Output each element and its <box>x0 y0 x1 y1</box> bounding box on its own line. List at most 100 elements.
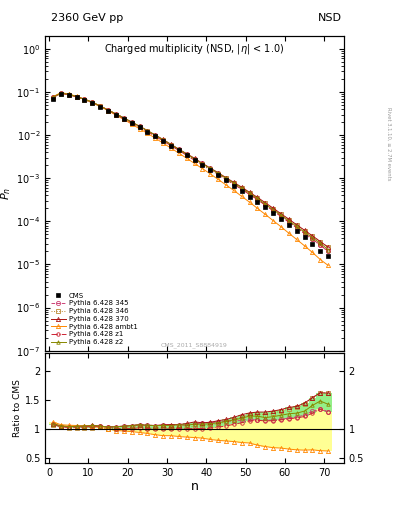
Pythia 6.428 345 <box>231 180 236 186</box>
Pythia 6.428 ambt1 <box>302 243 307 249</box>
CMS <box>263 204 268 210</box>
Pythia 6.428 z2 <box>271 206 275 212</box>
Pythia 6.428 370 <box>74 94 79 100</box>
Pythia 6.428 z1 <box>294 225 299 231</box>
Pythia 6.428 ambt1 <box>153 135 158 141</box>
Pythia 6.428 370 <box>224 175 228 181</box>
Pythia 6.428 ambt1 <box>74 93 79 99</box>
Pythia 6.428 370 <box>98 103 103 109</box>
Line: Pythia 6.428 z2: Pythia 6.428 z2 <box>51 91 330 251</box>
Pythia 6.428 346 <box>231 180 236 186</box>
Pythia 6.428 ambt1 <box>98 103 103 110</box>
Pythia 6.428 z1 <box>106 107 110 113</box>
Pythia 6.428 z2 <box>247 190 252 196</box>
Pythia 6.428 346 <box>121 116 126 122</box>
Pythia 6.428 z1 <box>129 120 134 126</box>
Pythia 6.428 346 <box>137 124 142 130</box>
Pythia 6.428 z1 <box>239 186 244 193</box>
Pythia 6.428 z1 <box>90 99 95 105</box>
Pythia 6.428 z1 <box>114 112 118 118</box>
Pythia 6.428 z1 <box>98 103 103 109</box>
Pythia 6.428 z2 <box>192 156 197 162</box>
Pythia 6.428 z2 <box>169 142 173 148</box>
Pythia 6.428 370 <box>184 151 189 157</box>
Pythia 6.428 z1 <box>247 191 252 198</box>
Pythia 6.428 z2 <box>161 137 165 143</box>
Pythia 6.428 ambt1 <box>90 99 95 105</box>
Pythia 6.428 ambt1 <box>114 112 118 118</box>
CMS <box>318 247 323 253</box>
CMS <box>231 183 236 189</box>
Pythia 6.428 z2 <box>98 103 103 109</box>
Pythia 6.428 z1 <box>153 133 158 139</box>
Pythia 6.428 370 <box>192 155 197 161</box>
Pythia 6.428 370 <box>51 94 55 100</box>
CMS <box>129 120 134 126</box>
Pythia 6.428 z2 <box>153 132 158 138</box>
Pythia 6.428 z1 <box>263 202 268 208</box>
CMS <box>82 97 87 103</box>
Pythia 6.428 z1 <box>310 237 315 243</box>
Pythia 6.428 z2 <box>129 119 134 125</box>
Pythia 6.428 ambt1 <box>326 262 331 268</box>
Pythia 6.428 z1 <box>59 90 63 96</box>
Pythia 6.428 z2 <box>145 127 150 134</box>
Pythia 6.428 370 <box>286 216 291 222</box>
Pythia 6.428 370 <box>82 96 87 102</box>
Pythia 6.428 345 <box>302 230 307 237</box>
Pythia 6.428 z2 <box>106 107 110 113</box>
Pythia 6.428 z1 <box>192 157 197 163</box>
Pythia 6.428 ambt1 <box>247 199 252 205</box>
Pythia 6.428 370 <box>137 123 142 130</box>
CMS <box>51 96 55 102</box>
CMS <box>247 194 252 200</box>
Pythia 6.428 z2 <box>318 240 323 246</box>
Pythia 6.428 z2 <box>231 180 236 186</box>
Pythia 6.428 346 <box>286 217 291 223</box>
Pythia 6.428 346 <box>74 94 79 100</box>
Pythia 6.428 346 <box>82 97 87 103</box>
Pythia 6.428 370 <box>255 194 260 200</box>
Pythia 6.428 z2 <box>66 91 71 97</box>
Pythia 6.428 z1 <box>82 96 87 102</box>
CMS <box>59 91 63 97</box>
CMS <box>161 138 165 144</box>
CMS <box>271 210 275 216</box>
Pythia 6.428 ambt1 <box>176 150 181 156</box>
Pythia 6.428 z1 <box>121 116 126 122</box>
Pythia 6.428 ambt1 <box>208 171 213 177</box>
Y-axis label: Ratio to CMS: Ratio to CMS <box>13 379 22 437</box>
Pythia 6.428 345 <box>200 160 205 166</box>
Pythia 6.428 ambt1 <box>294 237 299 243</box>
Pythia 6.428 345 <box>129 119 134 125</box>
Pythia 6.428 370 <box>247 189 252 196</box>
Pythia 6.428 ambt1 <box>200 165 205 172</box>
Pythia 6.428 z1 <box>224 177 228 183</box>
Pythia 6.428 345 <box>74 94 79 100</box>
Pythia 6.428 z2 <box>263 201 268 207</box>
Pythia 6.428 ambt1 <box>231 187 236 194</box>
Pythia 6.428 345 <box>224 175 228 181</box>
Pythia 6.428 370 <box>271 205 275 211</box>
Pythia 6.428 370 <box>153 132 158 138</box>
Pythia 6.428 370 <box>302 227 307 233</box>
Pythia 6.428 370 <box>279 210 283 217</box>
Pythia 6.428 345 <box>247 191 252 197</box>
Pythia 6.428 346 <box>200 161 205 167</box>
Pythia 6.428 346 <box>98 103 103 110</box>
Pythia 6.428 z2 <box>208 165 213 172</box>
CMS <box>121 116 126 122</box>
Pythia 6.428 z2 <box>310 234 315 241</box>
Pythia 6.428 z1 <box>161 138 165 144</box>
Pythia 6.428 346 <box>192 157 197 163</box>
Pythia 6.428 345 <box>82 96 87 102</box>
Pythia 6.428 370 <box>318 239 323 245</box>
Pythia 6.428 ambt1 <box>184 155 189 161</box>
Pythia 6.428 z2 <box>59 90 63 96</box>
Pythia 6.428 z2 <box>121 115 126 121</box>
CMS <box>294 228 299 234</box>
Pythia 6.428 346 <box>145 129 150 135</box>
Pythia 6.428 345 <box>153 132 158 138</box>
CMS <box>216 172 220 178</box>
Pythia 6.428 346 <box>114 112 118 118</box>
